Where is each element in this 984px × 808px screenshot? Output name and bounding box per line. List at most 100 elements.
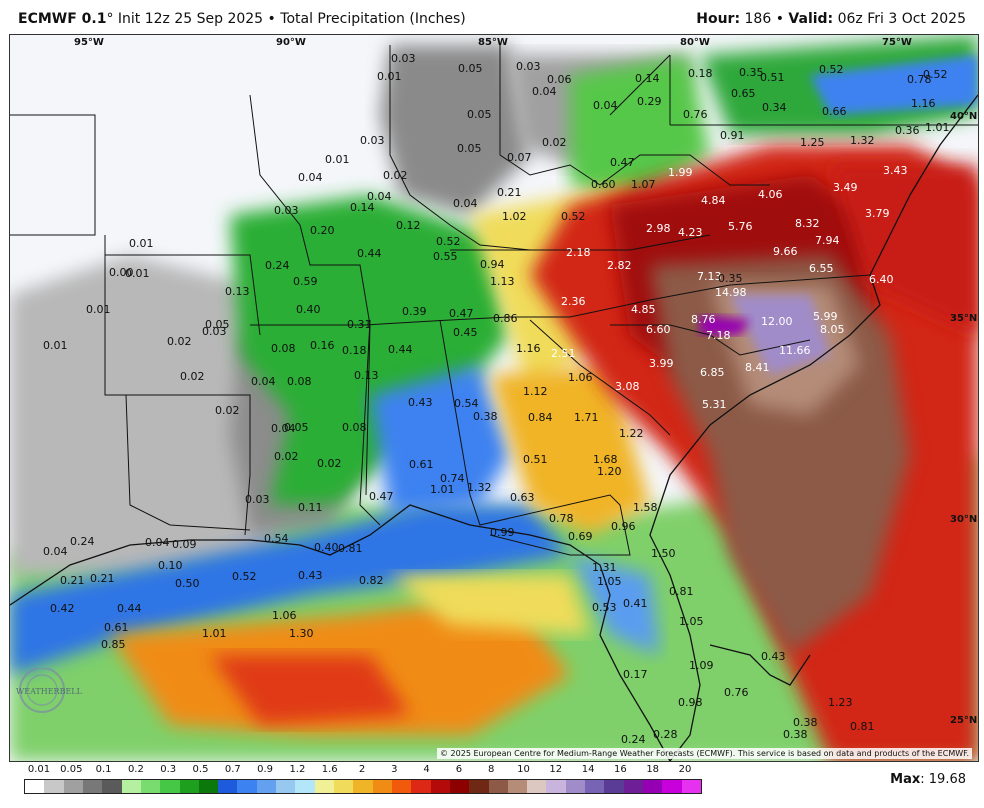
precip-value-label: 0.47 xyxy=(449,307,474,320)
title-bullet: • xyxy=(267,11,276,27)
precip-value-label: 0.20 xyxy=(310,224,335,237)
max-value-box: Max: 19.68 xyxy=(890,772,966,787)
legend-label: 0.9 xyxy=(257,764,274,775)
valid-time-info: Hour: 186 • Valid: 06z Fri 3 Oct 2025 xyxy=(696,11,966,27)
lat-label: 30°N xyxy=(950,514,977,525)
border-il-in xyxy=(389,45,531,251)
precip-value-label: 1.22 xyxy=(619,427,644,440)
precip-value-label: 4.85 xyxy=(631,303,656,316)
hour-value: 186 xyxy=(744,11,772,27)
precip-value-label: 1.05 xyxy=(679,615,704,628)
precip-value-label: 1.99 xyxy=(668,166,693,179)
precip-value-label: 0.61 xyxy=(409,458,434,471)
precip-value-label: 0.78 xyxy=(907,73,932,86)
precip-value-label: 0.59 xyxy=(293,275,318,288)
legend-label: 3 xyxy=(391,764,398,775)
precip-value-label: 0.24 xyxy=(621,733,646,746)
precip-value-label: 3.99 xyxy=(649,357,674,370)
precip-value-label: 1.32 xyxy=(850,134,875,147)
precip-value-label: 0.02 xyxy=(542,136,567,149)
precip-value-label: 0.02 xyxy=(167,335,192,348)
legend-swatch xyxy=(82,780,103,793)
precip-value-label: 2.18 xyxy=(566,246,591,259)
precip-value-label: 5.99 xyxy=(813,310,838,323)
precip-value-label: 0.40 xyxy=(296,303,321,316)
border-ms xyxy=(359,319,381,526)
border-tn-north xyxy=(250,316,511,326)
valid-bullet: • xyxy=(775,11,784,27)
precip-value-label: 0.24 xyxy=(265,259,290,272)
border-wv xyxy=(599,154,770,186)
legend-swatch xyxy=(314,780,334,793)
precip-value-label: 1.07 xyxy=(631,178,656,191)
legend-swatch xyxy=(179,780,199,793)
precip-value-label: 0.43 xyxy=(408,396,433,409)
legend-swatch xyxy=(585,780,605,793)
map-title: ECMWF 0.1° Init 12z 25 Sep 2025 • Total … xyxy=(18,11,466,27)
precip-value-label: 0.41 xyxy=(623,597,648,610)
precip-value-label: 1.30 xyxy=(289,627,314,640)
legend-swatch xyxy=(237,780,257,793)
precip-value-label: 0.12 xyxy=(396,219,421,232)
precip-value-label: 0.13 xyxy=(225,285,250,298)
precip-value-label: 1.68 xyxy=(593,453,618,466)
precip-value-label: 0.54 xyxy=(454,397,479,410)
legend-swatch xyxy=(218,780,238,793)
border-oh xyxy=(499,45,601,186)
legend-swatch xyxy=(295,780,315,793)
legend-swatch xyxy=(276,780,296,793)
legend-label: 0.3 xyxy=(160,764,177,775)
precip-value-label: 7.94 xyxy=(815,234,840,247)
precip-value-label: 0.03 xyxy=(274,204,299,217)
precip-value-label: 0.09 xyxy=(172,538,197,551)
legend-labels: 0.01 0.05 0.1 0.2 0.3 0.5 0.7 0.9 1.2 1.6 2 3 4 6 8 10 1… xyxy=(24,764,704,778)
legend-swatch xyxy=(488,780,508,793)
precip-value-label: 0.39 xyxy=(402,305,427,318)
precip-value-label: 0.74 xyxy=(440,472,465,485)
precip-value-label: 2.98 xyxy=(646,222,671,235)
precip-value-label: 0.69 xyxy=(568,530,593,543)
field-gray-north xyxy=(380,45,530,215)
field-lavender-core xyxy=(730,295,830,375)
precip-value-label: 0.55 xyxy=(433,250,458,263)
precip-value-label: 0.01 xyxy=(43,339,68,352)
precip-value-label: 0.04 xyxy=(43,545,68,558)
borders xyxy=(10,45,978,556)
precip-value-label: 0.21 xyxy=(497,186,522,199)
precip-value-label: 7.18 xyxy=(706,329,731,342)
precip-value-label: 0.38 xyxy=(473,410,498,423)
precip-value-label: 0.52 xyxy=(561,210,586,223)
precip-value-label: 9.66 xyxy=(773,245,798,258)
lon-label: 75°W xyxy=(882,37,912,48)
precip-value-label: 0.53 xyxy=(592,601,617,614)
precip-value-label: 0.91 xyxy=(720,129,745,142)
legend-label: 0.5 xyxy=(192,764,209,775)
precip-value-label: 0.02 xyxy=(215,404,240,417)
precip-value-label: 1.06 xyxy=(272,609,297,622)
valid-value: 06z Fri 3 Oct 2025 xyxy=(837,11,966,27)
border-fl-ga xyxy=(489,504,631,556)
precip-value-label: 0.35 xyxy=(718,272,743,285)
field-gray-west xyxy=(10,255,300,575)
precip-value-label: 8.32 xyxy=(795,217,820,230)
precip-value-label: 0.03 xyxy=(391,52,416,65)
precip-value-label: 0.02 xyxy=(383,169,408,182)
field-red-gulf xyxy=(210,655,410,725)
precip-value-label: 1.01 xyxy=(202,627,227,640)
field-blue-gulf xyxy=(10,505,570,675)
precip-value-label: 1.25 xyxy=(800,136,825,149)
precip-field xyxy=(10,35,978,761)
max-value: 19.68 xyxy=(928,772,966,787)
legend-swatch xyxy=(411,780,431,793)
precip-value-label: 2.82 xyxy=(607,259,632,272)
precip-value-label: 0.01 xyxy=(125,267,150,280)
precip-value-label: 0.43 xyxy=(761,650,786,663)
border-sc-ga xyxy=(529,319,671,436)
precip-value-label: 0.03 xyxy=(202,325,227,338)
coastline xyxy=(10,94,978,761)
precip-value-label: 12.00 xyxy=(761,315,793,328)
precip-value-label: 0.21 xyxy=(60,574,85,587)
header: ECMWF 0.1° Init 12z 25 Sep 2025 • Total … xyxy=(0,0,984,34)
precip-value-label: 1.71 xyxy=(574,411,599,424)
legend-swatch xyxy=(25,780,45,793)
